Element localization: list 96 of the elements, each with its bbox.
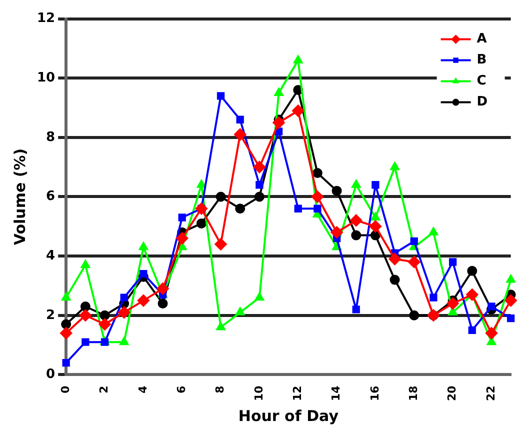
point bbox=[369, 220, 382, 232]
point bbox=[216, 92, 225, 100]
point bbox=[234, 128, 246, 140]
x-tick-label: 6 bbox=[174, 385, 188, 394]
point bbox=[100, 310, 110, 320]
point bbox=[138, 242, 148, 250]
point bbox=[61, 319, 72, 330]
point bbox=[120, 337, 129, 346]
point bbox=[272, 116, 285, 129]
point bbox=[236, 307, 245, 316]
legend-label: A bbox=[476, 32, 487, 47]
x-tick-label: 0 bbox=[58, 385, 72, 394]
point bbox=[118, 306, 130, 318]
point bbox=[485, 327, 498, 340]
point bbox=[466, 288, 478, 301]
point bbox=[504, 294, 517, 307]
point bbox=[156, 282, 169, 295]
y-tick-label: 4 bbox=[46, 248, 56, 264]
point bbox=[195, 202, 208, 215]
point bbox=[372, 181, 380, 189]
point bbox=[216, 192, 226, 202]
point bbox=[60, 327, 72, 340]
point bbox=[370, 212, 380, 221]
point bbox=[488, 302, 496, 310]
point bbox=[254, 192, 264, 202]
point bbox=[468, 326, 476, 334]
point bbox=[330, 226, 343, 238]
point bbox=[388, 253, 401, 266]
point bbox=[216, 322, 226, 330]
x-tick-label: 18 bbox=[406, 386, 420, 402]
x-tick-label: 16 bbox=[368, 385, 382, 402]
x-tick-label: 4 bbox=[136, 385, 150, 394]
point bbox=[158, 298, 168, 309]
point bbox=[506, 314, 515, 322]
point bbox=[80, 260, 90, 268]
point bbox=[140, 270, 148, 278]
point bbox=[428, 227, 438, 236]
y-tick-label: 0 bbox=[46, 367, 56, 382]
point bbox=[430, 294, 438, 302]
point bbox=[214, 238, 227, 250]
point bbox=[176, 232, 188, 244]
point bbox=[98, 318, 111, 330]
point bbox=[390, 162, 400, 170]
point bbox=[314, 204, 322, 212]
legend-label: B bbox=[476, 52, 487, 68]
point bbox=[294, 204, 302, 212]
point bbox=[82, 338, 90, 346]
point bbox=[235, 204, 246, 214]
point bbox=[350, 214, 362, 226]
point bbox=[62, 359, 70, 367]
point bbox=[236, 116, 244, 124]
point bbox=[506, 274, 516, 283]
y-tick-label: 12 bbox=[36, 11, 56, 26]
point bbox=[467, 266, 478, 276]
point bbox=[80, 301, 90, 312]
point bbox=[409, 310, 420, 320]
y-axis-title: Volume (%) bbox=[10, 148, 29, 246]
x-tick-label: 20 bbox=[446, 385, 459, 402]
point bbox=[62, 292, 71, 301]
point bbox=[196, 180, 206, 188]
point bbox=[137, 294, 150, 307]
legend-label: C bbox=[476, 74, 486, 89]
y-tick-label: 10 bbox=[36, 70, 56, 86]
point bbox=[196, 218, 206, 228]
point bbox=[311, 190, 324, 203]
point bbox=[352, 306, 360, 314]
point bbox=[408, 256, 420, 268]
x-axis-title: Hour of Day bbox=[238, 406, 339, 425]
point bbox=[254, 292, 264, 301]
x-tick-label: 12 bbox=[290, 386, 304, 402]
point bbox=[352, 180, 361, 188]
legend-label: D bbox=[476, 94, 488, 110]
point bbox=[253, 161, 266, 174]
point bbox=[256, 181, 264, 189]
point bbox=[274, 88, 284, 96]
y-tick-label: 6 bbox=[46, 189, 56, 204]
point bbox=[178, 214, 186, 222]
x-tick-label: 2 bbox=[98, 386, 111, 394]
point bbox=[448, 258, 457, 266]
point bbox=[292, 104, 304, 117]
point bbox=[79, 309, 92, 322]
y-tick-label: 2 bbox=[46, 308, 56, 323]
x-tick-label: 8 bbox=[214, 386, 227, 394]
point bbox=[351, 230, 362, 240]
point bbox=[446, 298, 459, 310]
point bbox=[390, 274, 400, 285]
point bbox=[312, 168, 322, 178]
x-tick-label: 22 bbox=[484, 386, 498, 402]
point bbox=[120, 294, 128, 302]
point bbox=[332, 186, 342, 196]
y-tick-label: 8 bbox=[46, 130, 56, 145]
point bbox=[274, 128, 283, 136]
x-tick-label: 14 bbox=[330, 385, 343, 402]
x-tick-label: 10 bbox=[252, 385, 266, 402]
point bbox=[410, 237, 418, 246]
point bbox=[294, 55, 303, 64]
